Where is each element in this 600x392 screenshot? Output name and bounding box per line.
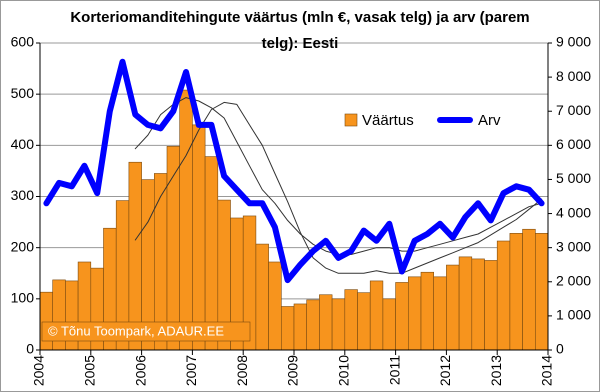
bar — [192, 124, 206, 351]
bar — [39, 291, 53, 351]
legend-label: Arv — [478, 112, 501, 129]
y-tick-label: 0 — [26, 341, 34, 357]
bar — [522, 228, 536, 351]
chart-title: Korteriomanditehingute väärtus (mln €, v… — [70, 9, 530, 52]
y2-tick-label: 0 — [556, 341, 564, 357]
bar — [471, 258, 485, 351]
bar — [382, 298, 396, 351]
bar — [395, 282, 409, 351]
x-tick-label: 2010 — [336, 355, 352, 386]
bar — [420, 271, 434, 351]
legend-label: Väärtus — [362, 112, 414, 129]
x-tick-label: 2008 — [234, 355, 250, 386]
bar — [268, 261, 282, 351]
y2-tick-label: 7 000 — [556, 102, 591, 118]
bar — [458, 256, 473, 351]
y2-tick-label: 5 000 — [556, 170, 591, 186]
bar — [446, 264, 460, 351]
bar — [293, 303, 307, 351]
legend-swatch — [344, 113, 358, 127]
x-tick-label: 2004 — [31, 355, 47, 386]
y-tick-label: 300 — [11, 187, 35, 203]
bar — [166, 146, 180, 351]
bar — [306, 299, 320, 351]
y2-tick-label: 6 000 — [556, 136, 591, 152]
bar — [280, 306, 295, 351]
x-tick-label: 2012 — [437, 355, 453, 386]
bar — [319, 294, 333, 351]
bar — [534, 233, 549, 351]
x-tick-label: 2007 — [183, 355, 199, 386]
x-tick-label: 2014 — [539, 355, 555, 386]
bar — [344, 289, 358, 351]
y-tick-label: 100 — [11, 290, 35, 306]
y2-tick-label: 4 000 — [556, 204, 591, 220]
bar — [204, 156, 219, 351]
bar — [179, 89, 193, 351]
x-tick-label: 2011 — [386, 355, 402, 385]
bar — [357, 292, 371, 351]
y2-tick-label: 3 000 — [556, 238, 591, 254]
annotation-box — [41, 321, 251, 342]
x-tick-label: 2009 — [285, 355, 301, 386]
data-line — [43, 58, 545, 284]
bar — [509, 233, 523, 351]
y-tick-label: 500 — [11, 85, 35, 101]
x-tick-label: 2006 — [132, 355, 148, 386]
bar — [484, 260, 498, 351]
y-tick-label: 400 — [11, 136, 35, 152]
bar — [331, 298, 346, 351]
y-tick-label: 600 — [11, 34, 35, 50]
y-tick-label: 200 — [11, 238, 35, 254]
bar — [496, 240, 511, 351]
bar — [369, 280, 384, 351]
bar — [407, 276, 422, 351]
y2-tick-label: 2 000 — [556, 272, 591, 288]
x-tick-label: 2005 — [82, 355, 98, 386]
x-tick-label: 2013 — [488, 355, 504, 386]
bar — [255, 243, 269, 351]
y2-tick-label: 9 000 — [556, 34, 591, 50]
y2-tick-label: 8 000 — [556, 68, 591, 84]
y2-tick-label: 1 000 — [556, 307, 591, 323]
annotation: © Tõnu Toompark, ADAUR.EE — [48, 323, 224, 338]
bar — [433, 276, 447, 351]
